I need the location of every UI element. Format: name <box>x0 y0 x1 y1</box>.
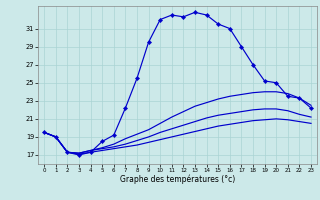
X-axis label: Graphe des températures (°c): Graphe des températures (°c) <box>120 175 235 184</box>
